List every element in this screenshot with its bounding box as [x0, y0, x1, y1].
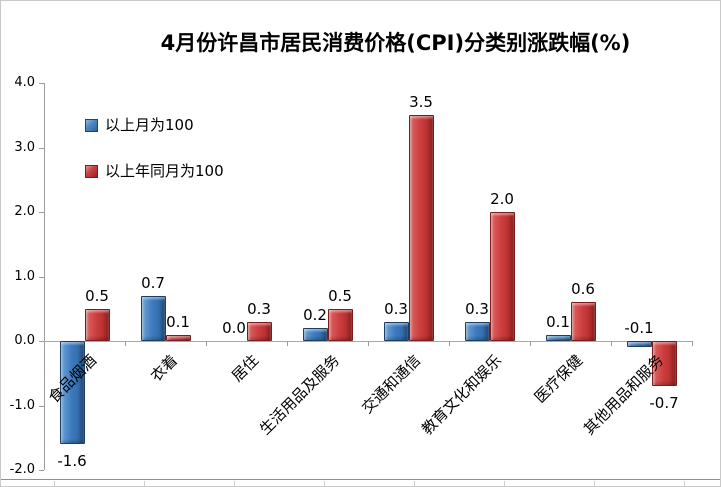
y-axis-line — [44, 83, 45, 470]
sheet-row-strip — [1, 479, 720, 486]
x-axis-tick — [368, 341, 369, 346]
sheet-gridline-stub — [504, 481, 505, 486]
bar-series1-cat6 — [571, 302, 596, 341]
x-axis-tick — [125, 341, 126, 346]
category-label-3: 生活用品及服务 — [256, 351, 344, 439]
chart-legend: 以上月为100 以上年同月为100 — [85, 117, 224, 209]
x-axis-tick — [692, 341, 693, 346]
data-label-series0-cat2: 0.0 — [222, 319, 246, 337]
legend-swatch-red-icon — [85, 164, 98, 178]
y-axis-tick — [39, 341, 44, 342]
y-axis-tick — [39, 212, 44, 213]
x-axis-tick — [611, 341, 612, 346]
bar-series1-cat1 — [166, 335, 191, 341]
y-axis-tick-label: -2.0 — [9, 462, 35, 477]
category-label-1: 衣着 — [147, 351, 182, 386]
legend-swatch-blue-icon — [85, 118, 98, 132]
bar-series1-cat0 — [85, 309, 110, 341]
data-label-series0-cat6: 0.1 — [546, 313, 570, 331]
y-axis-tick — [39, 277, 44, 278]
data-label-series1-cat3: 0.5 — [328, 287, 352, 305]
bar-series1-cat3 — [328, 309, 353, 341]
category-label-4: 交通和通信 — [358, 351, 425, 418]
bar-series1-cat2 — [247, 322, 272, 341]
data-label-series0-cat5: 0.3 — [465, 300, 489, 318]
bar-series0-cat5 — [465, 322, 490, 341]
sheet-gridline-stub — [594, 481, 595, 486]
category-label-6: 医疗保健 — [530, 351, 587, 407]
data-label-series1-cat6: 0.6 — [571, 280, 595, 298]
bar-series0-cat0 — [60, 341, 85, 444]
bar-series1-cat7 — [652, 341, 677, 386]
sheet-gridline-stub — [324, 481, 325, 486]
legend-label-year-over-year: 以上年同月为100 — [105, 162, 224, 180]
data-label-series1-cat1: 0.1 — [166, 313, 190, 331]
data-label-series0-cat1: 0.7 — [141, 274, 165, 292]
y-axis-tick-label: 3.0 — [14, 140, 35, 155]
y-axis-tick-label: -1.0 — [9, 398, 35, 413]
x-axis-tick — [449, 341, 450, 346]
legend-item-month-over-month: 以上月为100 — [85, 117, 224, 133]
data-label-series0-cat0: -1.6 — [57, 452, 87, 470]
category-label-2: 居住 — [228, 351, 263, 386]
y-axis-tick-label: 2.0 — [14, 204, 35, 219]
legend-item-year-over-year: 以上年同月为100 — [85, 163, 224, 179]
y-axis-tick — [39, 83, 44, 84]
bar-series1-cat4 — [409, 115, 434, 341]
data-label-series0-cat7: -0.1 — [624, 319, 654, 337]
chart-title: 4月份许昌市居民消费价格(CPI)分类别涨跌幅(%) — [160, 31, 631, 55]
bar-series0-cat4 — [384, 322, 409, 341]
bar-series0-cat7 — [627, 341, 652, 347]
data-label-series1-cat2: 0.3 — [247, 300, 271, 318]
sheet-gridline-stub — [414, 481, 415, 486]
y-axis-tick-label: 1.0 — [14, 269, 35, 284]
x-axis-tick — [287, 341, 288, 346]
data-label-series1-cat5: 2.0 — [490, 190, 514, 208]
legend-label-month-over-month: 以上月为100 — [105, 116, 194, 134]
y-axis-tick — [39, 148, 44, 149]
data-label-series0-cat3: 0.2 — [303, 306, 327, 324]
sheet-gridline-stub — [144, 481, 145, 486]
data-label-series0-cat4: 0.3 — [384, 300, 408, 318]
bar-series0-cat6 — [546, 335, 571, 341]
sheet-gridline-stub — [54, 481, 55, 486]
y-axis-tick-label: 0.0 — [14, 333, 35, 348]
sheet-gridline-stub — [234, 481, 235, 486]
y-axis-tick — [39, 406, 44, 407]
category-label-5: 教育文化和娱乐 — [418, 351, 506, 439]
sheet-gridline-stub — [684, 481, 685, 486]
data-label-series1-cat7: -0.7 — [649, 394, 679, 412]
y-axis-tick — [39, 470, 44, 471]
data-label-series1-cat0: 0.5 — [85, 287, 109, 305]
bar-series1-cat5 — [490, 212, 515, 341]
bar-series0-cat1 — [141, 296, 166, 341]
x-axis-tick — [530, 341, 531, 346]
x-axis-tick — [206, 341, 207, 346]
y-axis-tick-label: 4.0 — [14, 75, 35, 90]
bar-series0-cat3 — [303, 328, 328, 341]
data-label-series1-cat4: 3.5 — [409, 93, 433, 111]
